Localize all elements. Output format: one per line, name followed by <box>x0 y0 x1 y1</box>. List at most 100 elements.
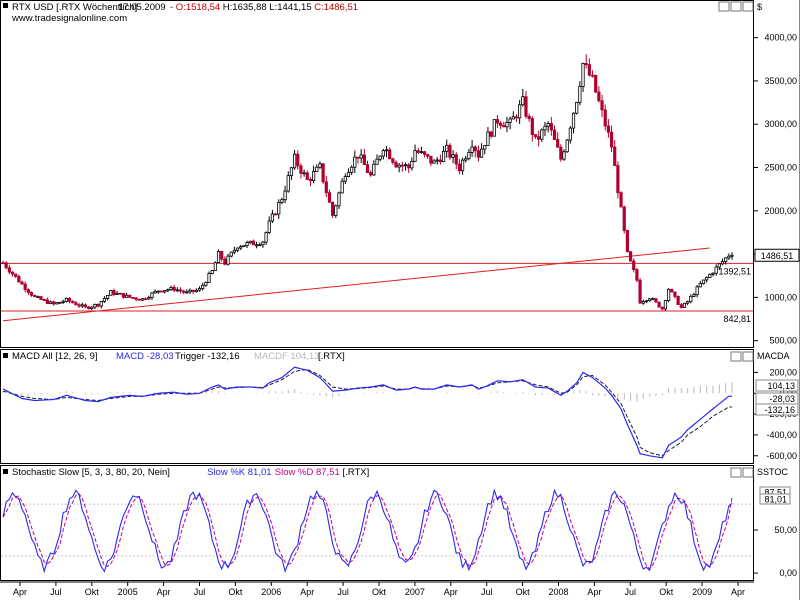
instrument-label: RTX USD [.RTX Wöchentlich] <box>12 2 137 13</box>
y-tick-label: 50,00 <box>774 525 797 535</box>
x-tick-label: Apr <box>300 587 314 597</box>
candle-body <box>495 119 500 124</box>
candle-body <box>7 267 11 273</box>
candle-body <box>77 304 81 307</box>
candle-body <box>296 153 300 167</box>
y-tick-label: 0,00 <box>779 568 797 578</box>
candle-body <box>727 255 731 259</box>
x-tick-label: Jul <box>625 587 637 597</box>
candle-body <box>460 159 465 172</box>
x-tick-label: Okt <box>85 587 100 597</box>
x-tick-label: Jul <box>337 587 349 597</box>
candle-body <box>549 123 553 131</box>
candle-body <box>245 242 249 247</box>
candle-body <box>369 172 373 176</box>
value-box <box>755 403 799 416</box>
candle-body <box>334 205 338 216</box>
candle-body <box>457 163 462 172</box>
candle-body <box>530 118 534 136</box>
price-value-labels: 1486,51 1392,51 842,81 <box>718 248 800 324</box>
candle-body <box>267 220 271 233</box>
candle-body <box>657 301 661 308</box>
candle-body <box>166 289 170 292</box>
candle-body <box>128 294 132 298</box>
candle-body <box>292 153 297 169</box>
candle-body <box>55 302 59 305</box>
candle-body <box>308 179 313 181</box>
candle-body <box>407 164 411 169</box>
price-legend: RTX USD [.RTX Wöchentlich] 17.05.2009 - … <box>3 2 358 24</box>
candle-body <box>109 290 113 296</box>
candle-body <box>670 288 674 293</box>
candle-body <box>597 91 601 102</box>
x-tick-label: Apr <box>587 587 601 597</box>
candle-body <box>647 298 652 302</box>
x-tick-label: Apr <box>157 587 171 597</box>
candle-body <box>625 230 630 253</box>
candle-body <box>552 129 557 140</box>
candle-body <box>112 290 116 295</box>
x-tick-label: Jul <box>50 587 62 597</box>
candle-body <box>331 201 335 216</box>
minimize-button[interactable] <box>718 1 730 12</box>
candle-body <box>115 292 119 295</box>
trigger-line <box>2 368 732 457</box>
candle-body <box>540 129 544 140</box>
x-tick-label: Jul <box>194 587 206 597</box>
candle-body <box>346 171 351 178</box>
value-box <box>755 379 799 392</box>
candle-body <box>556 139 560 148</box>
x-tick-label: Okt <box>659 587 674 597</box>
legend-marker <box>3 353 8 358</box>
candle-body <box>156 290 160 293</box>
candle-body <box>74 302 78 306</box>
candle-body <box>724 257 728 262</box>
candle-body <box>163 290 167 293</box>
candle-body <box>277 202 281 215</box>
candle-body <box>676 296 680 305</box>
candle-body <box>33 294 37 298</box>
x-tick-label: Okt <box>516 587 531 597</box>
candle-body <box>356 156 360 159</box>
panel-buttons-macd <box>730 351 754 362</box>
slow-k-line <box>2 488 733 574</box>
candle-body <box>422 151 427 155</box>
close-button[interactable] <box>742 467 754 478</box>
candle-body <box>17 276 21 283</box>
candle-body <box>280 199 284 203</box>
ohlc-readout: - O:1518,54 H:1635,88 L:1441,15 C:1486,5… <box>170 2 358 13</box>
candle-body <box>102 298 107 302</box>
stoch-y-axis: 0,00 50,00 <box>1 503 797 578</box>
candle-body <box>416 150 420 153</box>
candle-body <box>616 165 620 194</box>
candle-body <box>362 154 366 166</box>
close-button[interactable] <box>742 351 754 362</box>
candle-body <box>717 263 721 268</box>
candle-body <box>628 251 633 262</box>
last-value-label: 81,01 <box>764 495 787 505</box>
candle-body <box>254 244 259 247</box>
support-level-label: 842,81 <box>723 314 751 324</box>
candle-body <box>172 286 176 291</box>
price-y-axis: 500,001000,001500,002000,002500,003000,0… <box>754 33 797 346</box>
candle-body <box>441 150 446 163</box>
candle-body <box>403 164 408 167</box>
maximize-button[interactable] <box>730 467 742 478</box>
maximize-button[interactable] <box>730 1 742 12</box>
candle-body <box>543 125 547 131</box>
x-tick-label: Apr <box>13 587 27 597</box>
candle-body <box>524 96 528 117</box>
candle-body <box>667 288 671 301</box>
candle-body <box>537 136 541 140</box>
maximize-button[interactable] <box>730 351 742 362</box>
candle-body <box>315 166 319 173</box>
last-value-label: 104,13 <box>767 381 795 391</box>
candle-body <box>201 284 205 289</box>
candle-body <box>720 261 725 265</box>
candle-body <box>191 289 195 292</box>
close-button[interactable] <box>742 1 754 12</box>
candle-body <box>289 167 294 177</box>
candle-body <box>578 86 582 103</box>
candle-body <box>587 64 591 76</box>
candle-body <box>67 297 72 302</box>
